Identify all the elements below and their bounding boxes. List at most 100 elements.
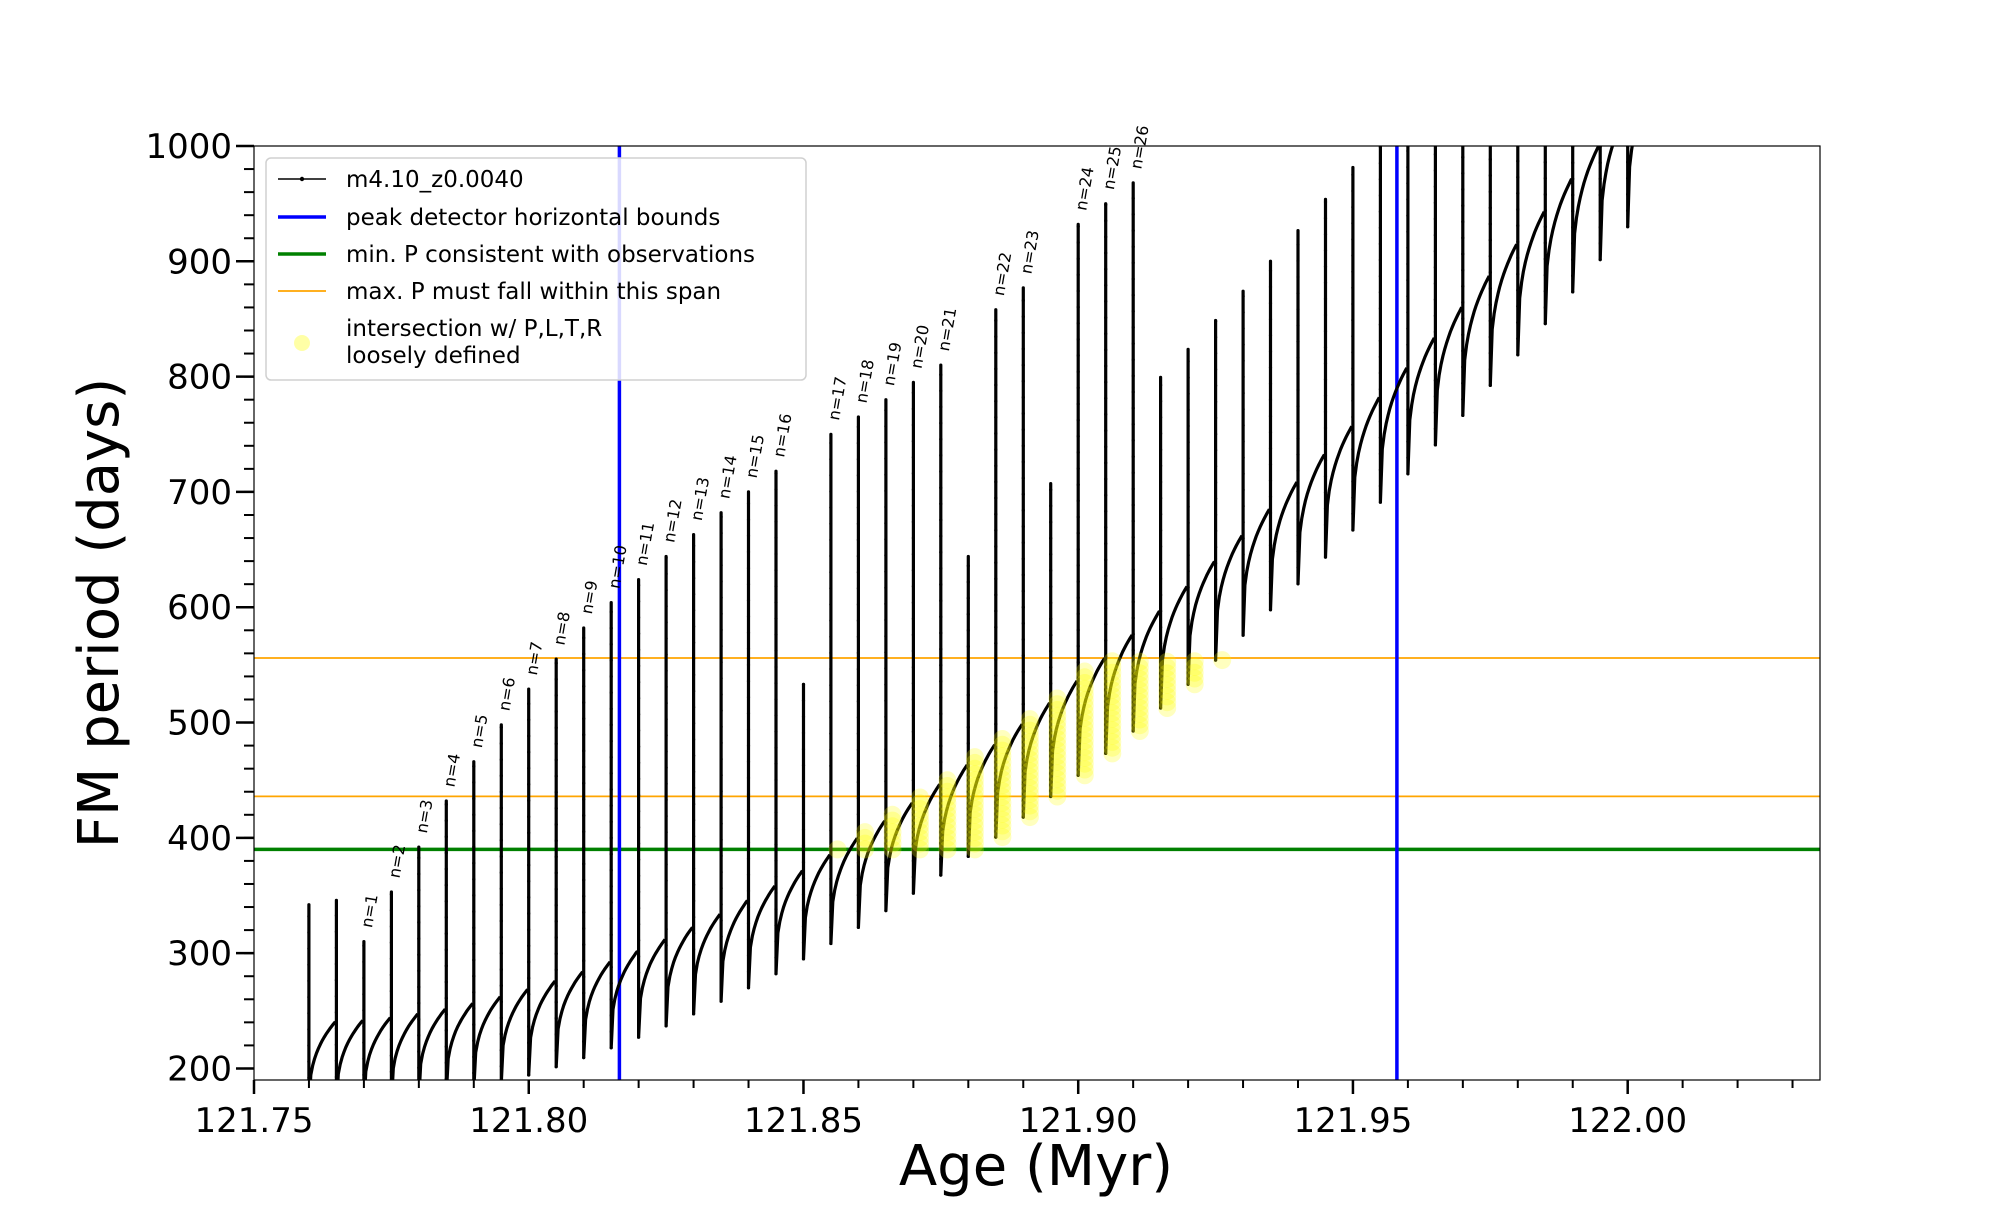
intersection-point: [1020, 808, 1039, 827]
intersection-point: [1213, 651, 1232, 670]
intersection-point: [1185, 675, 1204, 694]
intersection-point: [1103, 738, 1122, 757]
intersection-point: [1075, 737, 1094, 756]
plot-frame: [253, 145, 1821, 1081]
intersection-point: [911, 788, 929, 807]
pulse-label: n=9: [577, 579, 602, 616]
intersection-point: [938, 823, 957, 842]
intersection-point: [965, 794, 984, 813]
intersection-point: [1158, 699, 1177, 717]
pulse-label: n=23: [1017, 229, 1043, 276]
intersection-point: [1103, 675, 1122, 694]
track-point: [445, 1093, 448, 1096]
intersection-point: [1103, 709, 1122, 728]
x-tick-label: 121.95: [1293, 1101, 1412, 1141]
intersection-point: [1048, 689, 1067, 708]
track-point: [362, 1106, 365, 1109]
intersection-point: [1158, 693, 1177, 712]
intersection-point: [856, 823, 874, 842]
intersection-point: [965, 753, 984, 772]
intersection-point: [1020, 779, 1039, 798]
intersection-point: [911, 805, 929, 824]
pulse-label: n=3: [412, 798, 437, 835]
intersection-point: [1075, 691, 1094, 710]
intersection-point: [938, 788, 957, 807]
intersection-point: [938, 777, 957, 795]
track-point: [362, 1089, 365, 1092]
legend-label-line: intersection w/ P,L,T,R: [346, 316, 602, 342]
pulse-label: n=5: [467, 713, 492, 750]
intersection-point: [1048, 729, 1067, 748]
intersection-point: [1130, 698, 1149, 717]
intersection-point: [911, 800, 929, 818]
intersection-point: [883, 823, 902, 842]
intersection-point: [1048, 695, 1067, 714]
intersection-point: [993, 770, 1012, 789]
intersection-point: [1075, 714, 1094, 733]
pulse-label: n=15: [742, 433, 768, 480]
intersection-point: [1048, 724, 1067, 743]
track-point: [335, 1108, 338, 1111]
intersection-point: [883, 834, 902, 853]
intersection-point: [1048, 712, 1067, 731]
intersection-point: [911, 811, 929, 830]
intersection-point: [938, 805, 957, 824]
intersection-point: [993, 758, 1012, 777]
intersection-point: [911, 834, 929, 853]
intersection-point: [965, 771, 984, 790]
intersection-point: [1103, 663, 1122, 682]
intersection-point: [1075, 708, 1094, 727]
pulse-label: n=6: [495, 676, 520, 713]
pulse-label: n=7: [522, 640, 547, 677]
intersection-point: [1185, 669, 1204, 688]
intersection-point: [938, 834, 957, 853]
intersection-point: [1103, 692, 1122, 711]
intersection-point: [1103, 704, 1122, 723]
intersection-point: [911, 794, 929, 813]
intersection-point: [993, 735, 1012, 754]
x-tick-label: 121.85: [744, 1101, 863, 1141]
intersection-point: [1130, 658, 1149, 677]
intersection-point: [1020, 756, 1039, 775]
intersection-point: [965, 817, 984, 836]
intersection-point: [856, 828, 874, 847]
intersection-point: [1185, 658, 1204, 676]
intersection-point: [1075, 749, 1094, 767]
y-tick-label: 600: [167, 588, 232, 628]
intersection-point: [1103, 744, 1122, 763]
x-tick-label: 122.00: [1568, 1101, 1687, 1141]
intersection-point: [993, 805, 1012, 823]
intersection-point: [993, 753, 1012, 772]
legend-label-track: m4.10_z0.0040: [346, 167, 524, 193]
pulse-label: n=20: [907, 323, 933, 370]
intersection-point: [1020, 796, 1039, 815]
intersection-point: [1048, 706, 1067, 725]
intersection-point: [965, 840, 984, 859]
intersection-point: [1075, 679, 1094, 698]
intersection-point: [1103, 669, 1122, 688]
intersection-point: [883, 840, 902, 859]
intersection-point: [965, 782, 984, 801]
intersection-point: [993, 816, 1012, 835]
intersection-markers: [828, 651, 1232, 859]
track-line: [307, 146, 1634, 1080]
intersection-point: [1048, 770, 1067, 789]
intersection-point: [1048, 735, 1067, 754]
intersection-point: [1103, 698, 1122, 717]
y-tick-label: 300: [167, 934, 232, 974]
intersection-point: [1075, 685, 1094, 704]
intersection-point: [1103, 721, 1122, 740]
intersection-point: [1048, 758, 1067, 777]
intersection-point: [1020, 750, 1039, 769]
intersection-point: [965, 823, 984, 842]
track-point: [500, 1081, 503, 1084]
intersection-point: [1103, 681, 1122, 699]
intersection-point: [965, 759, 984, 778]
pulse-label: n=24: [1071, 165, 1097, 212]
y-tick-label: 1000: [145, 127, 232, 167]
intersection-point: [1020, 785, 1039, 803]
intersection-point: [1075, 720, 1094, 739]
pulse-label: n=10: [604, 544, 630, 591]
intersection-point: [1020, 727, 1039, 746]
intersection-point: [1020, 710, 1039, 729]
